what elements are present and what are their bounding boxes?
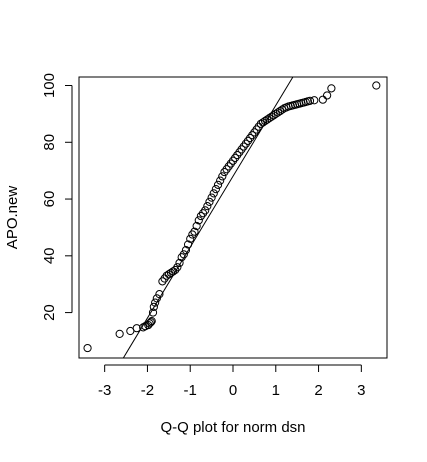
data-point bbox=[258, 118, 268, 127]
data-point bbox=[318, 95, 327, 104]
data-point bbox=[155, 290, 164, 299]
data-point bbox=[148, 308, 158, 317]
data-point bbox=[194, 216, 203, 225]
data-point bbox=[177, 253, 186, 262]
data-point bbox=[192, 221, 201, 231]
data-point bbox=[265, 114, 274, 123]
x-tick-label: 3 bbox=[357, 382, 365, 399]
data-point bbox=[250, 128, 259, 137]
data-point bbox=[254, 122, 263, 131]
y-tick-label: 80 bbox=[41, 134, 58, 151]
data-point bbox=[263, 115, 272, 124]
data-point bbox=[203, 202, 212, 211]
data-point bbox=[188, 230, 197, 239]
data-point bbox=[252, 125, 261, 134]
x-tick-label: 1 bbox=[272, 382, 280, 399]
data-point bbox=[175, 258, 184, 268]
data-point bbox=[278, 105, 287, 114]
data-point bbox=[132, 324, 141, 333]
data-point bbox=[305, 96, 315, 105]
x-axis: -3 -2 -1 0 1 2 3 bbox=[98, 364, 366, 399]
data-point bbox=[171, 265, 180, 275]
data-point bbox=[233, 150, 242, 160]
x-axis-label: Q-Q plot for norm dsn bbox=[160, 419, 305, 436]
data-point bbox=[196, 211, 206, 221]
data-point bbox=[220, 167, 229, 177]
data-point bbox=[139, 323, 148, 332]
y-tick-label: 60 bbox=[41, 191, 58, 208]
data-point bbox=[211, 185, 220, 194]
data-point bbox=[231, 153, 240, 162]
data-point bbox=[169, 267, 178, 276]
data-point bbox=[152, 294, 161, 303]
x-tick-label: 2 bbox=[314, 382, 322, 399]
y-axis: 20 40 60 80 100 bbox=[41, 73, 73, 321]
data-point bbox=[145, 319, 154, 328]
data-point bbox=[162, 271, 171, 280]
plot-frame bbox=[78, 76, 388, 359]
data-point bbox=[166, 268, 176, 277]
data-point bbox=[246, 133, 255, 143]
data-point bbox=[190, 227, 199, 236]
data-point bbox=[83, 343, 92, 353]
data-point bbox=[237, 145, 246, 154]
x-tick-label: -1 bbox=[184, 382, 197, 399]
data-point bbox=[323, 91, 332, 100]
data-point bbox=[186, 234, 195, 243]
data-point bbox=[256, 119, 265, 128]
data-point bbox=[160, 274, 169, 283]
data-point bbox=[173, 263, 182, 272]
data-point bbox=[271, 109, 280, 118]
data-point bbox=[372, 81, 381, 90]
data-point bbox=[207, 193, 216, 202]
data-point bbox=[260, 116, 270, 126]
y-tick-label: 20 bbox=[41, 304, 58, 321]
data-point bbox=[275, 106, 285, 116]
reference-line-layer bbox=[122, 76, 294, 359]
x-tick-label: 0 bbox=[229, 382, 237, 399]
data-point bbox=[164, 270, 173, 279]
y-tick-label: 40 bbox=[41, 247, 58, 264]
x-tick-label: -3 bbox=[98, 382, 111, 399]
data-point bbox=[151, 298, 160, 307]
data-point bbox=[216, 176, 225, 185]
data-point bbox=[235, 148, 244, 157]
points-layer bbox=[83, 81, 381, 353]
data-point bbox=[181, 246, 191, 255]
data-point bbox=[269, 111, 278, 120]
data-point bbox=[239, 142, 248, 151]
data-point bbox=[241, 139, 250, 148]
data-point bbox=[267, 112, 276, 121]
data-point bbox=[248, 131, 257, 140]
data-point bbox=[179, 250, 188, 259]
x-tick-label: -2 bbox=[141, 382, 154, 399]
data-point bbox=[115, 329, 124, 338]
y-tick-label: 100 bbox=[41, 73, 58, 98]
data-point bbox=[273, 108, 283, 117]
data-point bbox=[218, 172, 227, 181]
data-point bbox=[226, 159, 235, 168]
data-point bbox=[149, 302, 158, 312]
data-point bbox=[147, 317, 156, 326]
data-point bbox=[224, 162, 233, 171]
data-point bbox=[222, 165, 231, 174]
qq-reference-line bbox=[122, 76, 294, 359]
data-point bbox=[243, 136, 253, 145]
data-point bbox=[213, 180, 223, 189]
data-point bbox=[183, 240, 193, 249]
data-point bbox=[209, 189, 218, 198]
data-point bbox=[205, 197, 214, 206]
data-point bbox=[146, 318, 155, 327]
data-point bbox=[158, 277, 167, 286]
data-point bbox=[198, 209, 208, 218]
data-point bbox=[228, 156, 238, 165]
y-axis-label: APO.new bbox=[4, 186, 21, 250]
data-point bbox=[327, 84, 336, 93]
data-point bbox=[201, 206, 210, 215]
data-point bbox=[310, 96, 319, 105]
